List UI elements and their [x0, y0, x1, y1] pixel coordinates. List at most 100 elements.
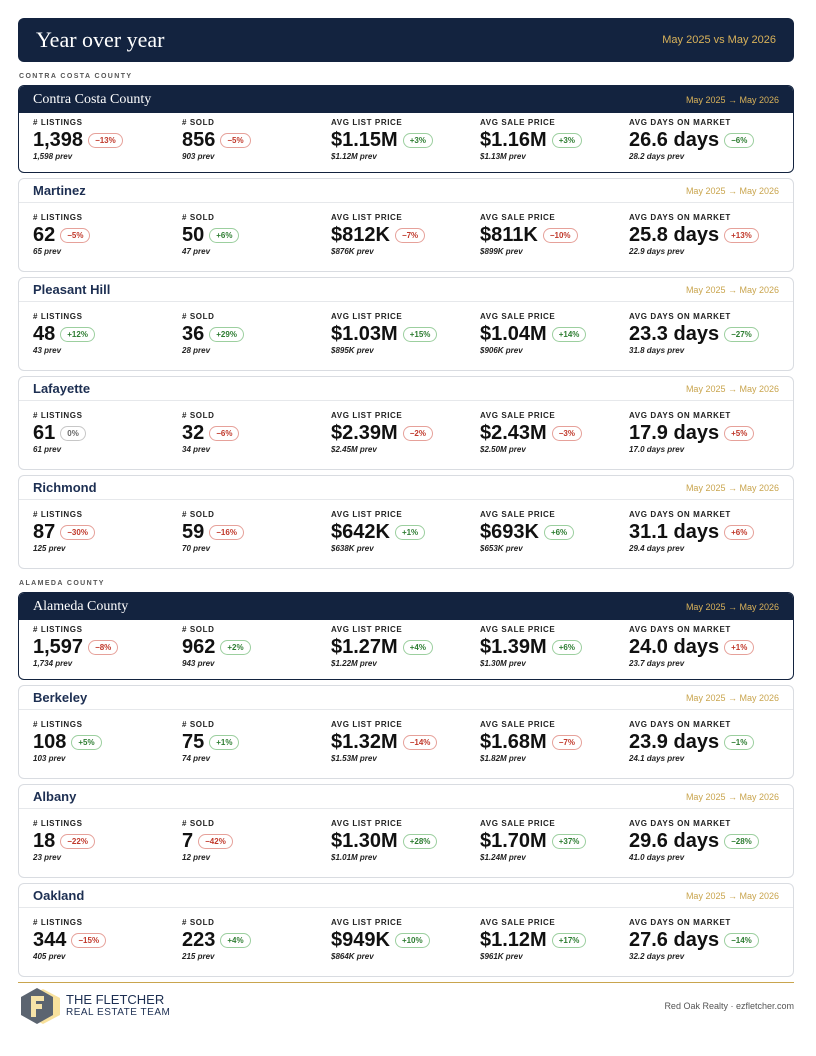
- metric: AVG DAYS ON MARKET 27.6 days −14% 32.2 days…: [629, 918, 778, 962]
- metric: # LISTINGS 61 0% 61 prev: [33, 411, 182, 455]
- change-badge: +5%: [724, 425, 755, 441]
- change-badge: +28%: [402, 833, 438, 849]
- metric-prev: 43 prev: [33, 346, 62, 355]
- metric-row: 344 −15%: [33, 928, 182, 952]
- metric-row: $1.39M +6%: [480, 635, 629, 659]
- change-badge: +3%: [402, 132, 433, 148]
- metric-prev: $895K prev: [331, 346, 374, 355]
- change-badge: +13%: [724, 227, 759, 243]
- metric-prev: 215 prev: [182, 952, 215, 961]
- metric-value: 1,398: [33, 128, 84, 151]
- metric-value: $1.12M: [480, 928, 547, 951]
- metric-value: $1.04M: [480, 322, 547, 345]
- change-badge: −10%: [542, 227, 578, 243]
- metric-value: $949K: [331, 928, 390, 951]
- metric: # LISTINGS 87 −30% 125 prev: [33, 510, 182, 554]
- metric-label: AVG SALE PRICE: [480, 918, 556, 927]
- area-card: Albany May 2025 → May 2026 # LISTINGS 18 −22…: [18, 784, 794, 878]
- change-badge: +1%: [724, 639, 755, 655]
- metric: AVG SALE PRICE $1.04M +14% $906K prev: [480, 312, 629, 356]
- card-header: Lafayette May 2025 → May 2026: [19, 377, 793, 401]
- card-name: Alameda County: [33, 598, 129, 614]
- metric: # SOLD 7 −42% 12 prev: [182, 819, 331, 863]
- metric-label: AVG SALE PRICE: [480, 625, 556, 634]
- metric-row: $1.70M +37%: [480, 829, 629, 853]
- metric-prev: $906K prev: [480, 346, 523, 355]
- metric-prev: 103 prev: [33, 754, 66, 763]
- metric: # LISTINGS 344 −15% 405 prev: [33, 918, 182, 962]
- metric-value: 26.6 days: [629, 128, 720, 151]
- card-name: Contra Costa County: [33, 91, 152, 107]
- metric: # LISTINGS 1,398 −13% 1,598 prev: [33, 118, 182, 162]
- brand-line: THE FLETCHER: [66, 992, 165, 1007]
- credit: Red Oak Realty · ezfletcher.com: [664, 1001, 794, 1011]
- metric-prev: $876K prev: [331, 247, 374, 256]
- metric-prev: 29.4 days prev: [629, 544, 685, 553]
- metric: AVG SALE PRICE $1.16M +3% $1.13M prev: [480, 118, 629, 162]
- metric-prev: $1.12M prev: [331, 152, 377, 161]
- metric-label: AVG LIST PRICE: [331, 411, 403, 420]
- metric-prev: 943 prev: [182, 659, 215, 668]
- metric: AVG LIST PRICE $642K +1% $638K prev: [331, 510, 480, 554]
- metric-row: $1.32M −14%: [331, 730, 480, 754]
- metric: # LISTINGS 62 −5% 65 prev: [33, 213, 182, 257]
- section-label: ALAMEDA COUNTY: [19, 580, 105, 587]
- metric-row: 23.3 days −27%: [629, 322, 778, 346]
- metric: AVG SALE PRICE $2.43M −3% $2.50M prev: [480, 411, 629, 455]
- change-badge: −5%: [60, 227, 91, 243]
- metric-label: AVG LIST PRICE: [331, 918, 403, 927]
- metric-row: $2.39M −2%: [331, 421, 480, 445]
- metrics: # LISTINGS 1,398 −13% 1,598 prev # SOLD 856 −5…: [19, 113, 793, 162]
- metric-prev: $961K prev: [480, 952, 523, 961]
- metric-label: # SOLD: [182, 510, 215, 519]
- metric-row: $693K +6%: [480, 520, 629, 544]
- metric: AVG DAYS ON MARKET 23.9 days −1% 24.1 days …: [629, 720, 778, 764]
- report: Year over year May 2025 vs May 2026 CONT…: [18, 18, 794, 1029]
- change-badge: +17%: [551, 932, 587, 948]
- metric-label: AVG DAYS ON MARKET: [629, 720, 731, 729]
- metric-value: 27.6 days: [629, 928, 720, 951]
- metric-row: 32 −6%: [182, 421, 331, 445]
- metric-label: # SOLD: [182, 411, 215, 420]
- metric: # LISTINGS 1,597 −8% 1,734 prev: [33, 625, 182, 669]
- card-name: Martinez: [33, 183, 86, 198]
- metric-row: 18 −22%: [33, 829, 182, 853]
- metric-value: $642K: [331, 520, 390, 543]
- metric-value: $1.15M: [331, 128, 398, 151]
- metric-value: $1.39M: [480, 635, 547, 658]
- metric-label: # LISTINGS: [33, 625, 83, 634]
- change-badge: +4%: [220, 932, 251, 948]
- metric: AVG LIST PRICE $949K +10% $864K prev: [331, 918, 480, 962]
- metric-value: 962: [182, 635, 216, 658]
- metric-row: $1.04M +14%: [480, 322, 629, 346]
- card-period: May 2025 → May 2026: [685, 482, 779, 493]
- metric-prev: $638K prev: [331, 544, 374, 553]
- metric-label: AVG DAYS ON MARKET: [629, 510, 731, 519]
- change-badge: −7%: [394, 227, 426, 243]
- metric-value: 23.3 days: [629, 322, 720, 345]
- metric-value: 24.0 days: [629, 635, 720, 658]
- metric-label: # LISTINGS: [33, 118, 83, 127]
- change-badge: −27%: [724, 326, 759, 342]
- metric: # SOLD 59 −16% 70 prev: [182, 510, 331, 554]
- metric: AVG LIST PRICE $2.39M −2% $2.45M prev: [331, 411, 480, 455]
- metric-label: # SOLD: [182, 213, 215, 222]
- card-name: Richmond: [33, 480, 97, 495]
- metric-row: $1.27M +4%: [331, 635, 480, 659]
- metric-row: 26.6 days −6%: [629, 128, 778, 152]
- card-header: Alameda County May 2025 → May 2026: [19, 593, 793, 620]
- brand-text: THE FLETCHER REAL ESTATE TEAM: [66, 993, 170, 1019]
- metric: AVG DAYS ON MARKET 17.9 days +5% 17.0 days …: [629, 411, 778, 455]
- area-card: Lafayette May 2025 → May 2026 # LISTINGS 61…: [18, 376, 794, 470]
- metric-prev: 41.0 days prev: [629, 853, 685, 862]
- metric-label: AVG LIST PRICE: [331, 118, 403, 127]
- change-badge: −16%: [209, 524, 244, 540]
- metric-label: # SOLD: [182, 118, 215, 127]
- metric-row: 24.0 days +1%: [629, 635, 778, 659]
- metric-value: 856: [182, 128, 216, 151]
- metric: AVG DAYS ON MARKET 31.1 days +6% 29.4 days …: [629, 510, 778, 554]
- header-title: Year over year: [36, 27, 165, 52]
- metric: AVG LIST PRICE $1.27M +4% $1.22M prev: [331, 625, 480, 669]
- footer: THE FLETCHER REAL ESTATE TEAM Red Oak Re…: [18, 982, 794, 1029]
- change-badge: −2%: [402, 425, 433, 441]
